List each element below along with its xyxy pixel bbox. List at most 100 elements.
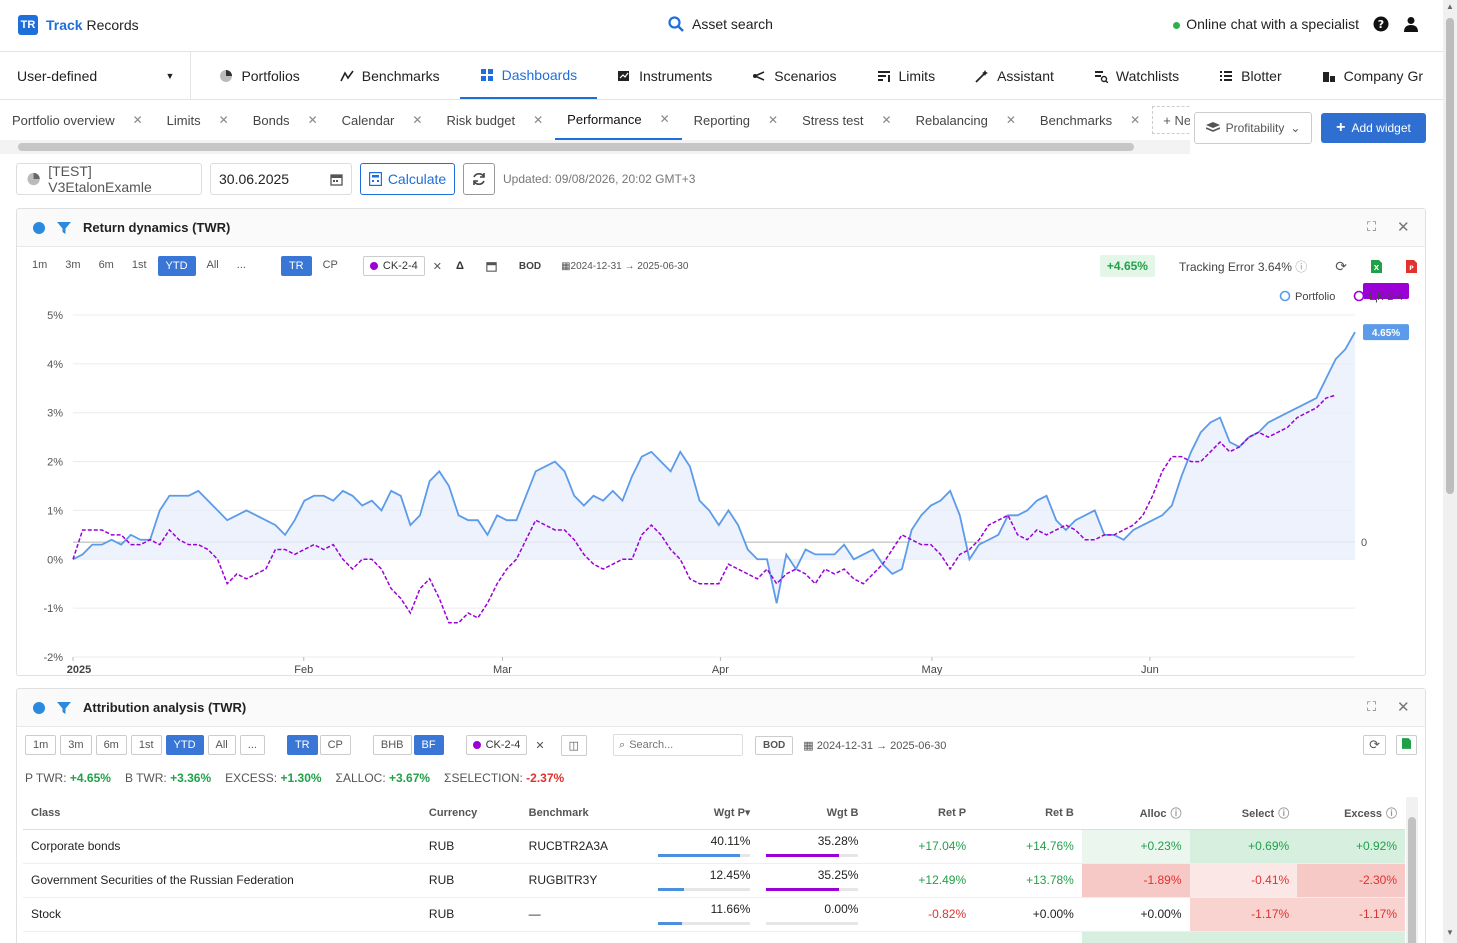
close-tab-icon[interactable]: ✕ — [218, 113, 229, 127]
profitability-button[interactable]: Profitability ⌄ — [1194, 112, 1312, 144]
close-icon[interactable]: ✕ — [1397, 699, 1410, 716]
search-input[interactable] — [629, 739, 730, 751]
period-all[interactable]: All — [207, 735, 236, 755]
tab-rebalancing[interactable]: Rebalancing ✕ — [904, 100, 1028, 140]
nav-item-portfolios[interactable]: Portfolios — [199, 52, 319, 99]
scroll-down-icon[interactable]: ▼ — [1446, 928, 1454, 937]
period-bf[interactable]: BF — [413, 735, 444, 755]
refresh-table-button[interactable]: ⟳ — [1363, 735, 1386, 755]
tab-reporting[interactable]: Reporting ✕ — [682, 100, 790, 140]
excel-export-icon[interactable]: X — [1371, 259, 1382, 273]
table-scrollbar[interactable] — [1406, 797, 1418, 943]
table-row[interactable] — [23, 931, 1405, 943]
nav-item-benchmarks[interactable]: Benchmarks — [320, 52, 460, 99]
column-header-excess[interactable]: Excess ⓘ — [1297, 797, 1405, 830]
nav-item-dashboards[interactable]: Dashboards — [459, 52, 598, 99]
period-ytd[interactable]: YTD — [157, 256, 196, 276]
close-tab-icon[interactable]: ✕ — [1005, 113, 1016, 127]
tab-benchmarks[interactable]: Benchmarks ✕ — [1028, 100, 1152, 140]
portfolio-select[interactable]: [TEST] V3EtalonExamle — [16, 163, 202, 195]
close-tab-icon[interactable]: ✕ — [659, 112, 670, 126]
period-tr[interactable]: TR — [280, 256, 312, 276]
close-tab-icon[interactable]: ✕ — [307, 113, 318, 127]
column-header-currency[interactable]: Currency — [420, 797, 521, 830]
table-row[interactable]: Corporate bonds RUB RUCBTR2A3A 40.11% 35.28%… — [23, 829, 1405, 864]
filter-icon[interactable] — [57, 701, 71, 715]
page-scrollbar[interactable]: ▲ ▼ — [1443, 0, 1457, 943]
info-icon[interactable]: ⓘ — [1170, 807, 1182, 820]
period-tr[interactable]: TR — [286, 735, 318, 755]
pdf-export-icon[interactable]: P — [1406, 259, 1417, 273]
column-header-alloc[interactable]: Alloc ⓘ — [1081, 797, 1190, 830]
bod-toggle[interactable]: BOD — [755, 735, 794, 755]
tab-performance[interactable]: Performance ✕ — [555, 100, 682, 140]
calculate-button[interactable]: Calculate — [360, 163, 455, 195]
column-header-ret-p[interactable]: Ret P — [866, 797, 975, 830]
period-cp[interactable]: CP — [322, 259, 338, 271]
add-widget-button[interactable]: + Add widget — [1321, 113, 1426, 143]
period-all[interactable]: All — [206, 259, 219, 271]
nav-item-instruments[interactable]: Instruments — [597, 52, 732, 99]
search-box[interactable]: ⌕ — [613, 734, 744, 756]
tab-bonds[interactable]: Bonds ✕ — [241, 100, 330, 140]
help-icon[interactable]: ? — [1373, 16, 1389, 32]
tab-calendar[interactable]: Calendar ✕ — [330, 100, 435, 140]
period-6m[interactable]: 6m — [95, 735, 127, 755]
online-chat-link[interactable]: Online chat with a specialist — [1173, 16, 1359, 32]
table-row[interactable]: Government Securities of the Russian Fed… — [23, 863, 1405, 898]
nav-item-company-gr[interactable]: Company Gr — [1302, 52, 1443, 99]
column-header-wgt-p[interactable]: Wgt P▾ — [650, 797, 759, 830]
delta-toggle[interactable]: Δ — [455, 260, 464, 272]
legend-item-portfolio[interactable]: Portfolio — [1279, 290, 1336, 303]
tab-risk-budget[interactable]: Risk budget ✕ — [434, 100, 555, 140]
period-1m[interactable]: 1m — [32, 259, 48, 271]
nav-item-watchlists[interactable]: Watchlists — [1074, 52, 1199, 99]
benchmark-line[interactable] — [72, 394, 1336, 624]
info-icon[interactable]: ⓘ — [1295, 259, 1308, 274]
nav-item-blotter[interactable]: Blotter — [1199, 52, 1301, 99]
column-header-ret-b[interactable]: Ret B — [974, 797, 1082, 830]
portfolio-line[interactable] — [72, 331, 1356, 604]
nav-item-assistant[interactable]: Assistant — [955, 52, 1074, 99]
period-cp[interactable]: CP — [319, 735, 351, 755]
period-ytd[interactable]: YTD — [165, 735, 204, 755]
period-bhb[interactable]: BHB — [372, 735, 412, 755]
benchmark-chip[interactable]: CK-2-4 — [465, 735, 528, 755]
info-icon[interactable]: ⓘ — [1386, 807, 1397, 820]
period-1m[interactable]: 1m — [25, 735, 57, 755]
benchmark-chip[interactable]: CK-2-4 — [362, 256, 425, 276]
excel-export-button[interactable] — [1396, 735, 1417, 755]
user-icon[interactable] — [1403, 16, 1419, 32]
tab-stress-test[interactable]: Stress test ✕ — [790, 100, 903, 140]
close-tab-icon[interactable]: ✕ — [768, 113, 779, 127]
refresh-button[interactable] — [463, 163, 495, 195]
page-scroll-thumb[interactable] — [1446, 18, 1454, 494]
logo[interactable]: TR Track Records — [18, 15, 139, 35]
date-input[interactable]: 30.06.2025 — [210, 163, 352, 195]
portfolio-type-select[interactable]: User-defined ▼ — [0, 52, 192, 99]
filter-icon[interactable] — [57, 221, 71, 235]
info-icon[interactable]: ⓘ — [1278, 807, 1290, 820]
table-scroll-thumb[interactable] — [1408, 817, 1416, 943]
tab-portfolio-overview[interactable]: Portfolio overview ✕ — [0, 100, 155, 140]
refresh-chart-icon[interactable]: ⟳ — [1335, 257, 1347, 274]
calendar-icon[interactable] — [486, 261, 497, 272]
period-more[interactable]: ... — [236, 259, 246, 271]
period-6m[interactable]: 6m — [98, 259, 114, 271]
columns-button[interactable]: ◫ — [560, 734, 588, 756]
column-header-select[interactable]: Select ⓘ — [1189, 797, 1298, 830]
tabs-scrollbar[interactable] — [0, 140, 1190, 154]
column-header-wgt-b[interactable]: Wgt B — [758, 797, 867, 830]
close-icon[interactable]: ✕ — [1397, 219, 1410, 236]
close-tab-icon[interactable]: ✕ — [1130, 113, 1141, 127]
period-3m[interactable]: 3m — [60, 735, 92, 755]
new-tab-button[interactable]: + New t — [1152, 106, 1190, 134]
close-tab-icon[interactable]: ✕ — [881, 113, 892, 127]
column-header-class[interactable]: Class — [23, 797, 421, 830]
expand-icon[interactable]: ⛶ — [1367, 699, 1377, 714]
nav-item-scenarios[interactable]: Scenarios — [732, 52, 856, 99]
scroll-up-icon[interactable]: ▲ — [1446, 2, 1454, 11]
bod-toggle[interactable]: BOD — [518, 260, 542, 272]
period-1st[interactable]: 1st — [130, 735, 162, 755]
close-tab-icon[interactable]: ✕ — [132, 113, 143, 127]
